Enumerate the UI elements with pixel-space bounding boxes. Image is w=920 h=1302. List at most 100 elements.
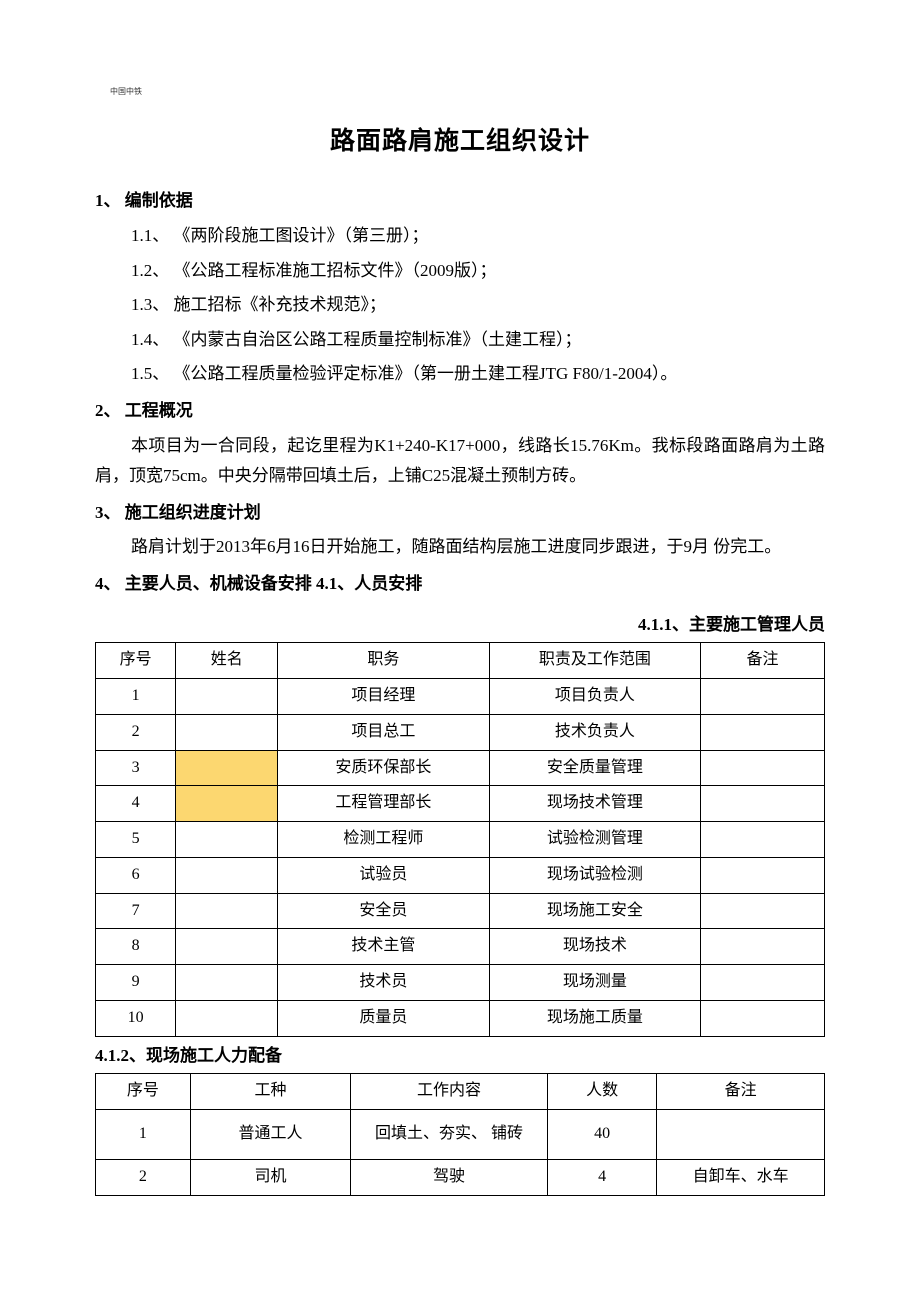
cell-type: 普通工人 xyxy=(190,1110,350,1160)
section-2-heading: 2、 工程概况 xyxy=(95,396,825,427)
cell-count: 4 xyxy=(547,1160,656,1196)
cell-no: 1 xyxy=(96,1110,191,1160)
col-type: 工种 xyxy=(190,1074,350,1110)
table-row: 4 工程管理部长现场技术管理 xyxy=(96,786,825,822)
cell-name xyxy=(176,893,278,929)
col-no: 序号 xyxy=(96,643,176,679)
col-note: 备注 xyxy=(701,643,825,679)
col-note: 备注 xyxy=(657,1074,825,1110)
cell-duty: 试验检测管理 xyxy=(489,822,700,858)
personnel-table: 序号 姓名 职务 职责及工作范围 备注 1 项目经理项目负责人 2 项目总工技术负责人… xyxy=(95,642,825,1037)
cell-note xyxy=(701,929,825,965)
table-header-row: 序号 姓名 职务 职责及工作范围 备注 xyxy=(96,643,825,679)
cell-role: 项目经理 xyxy=(278,678,489,714)
cell-duty: 安全质量管理 xyxy=(489,750,700,786)
cell-no: 6 xyxy=(96,857,176,893)
cell-note xyxy=(701,678,825,714)
page-header-tiny: 中国中铁 xyxy=(110,85,825,99)
cell-role: 工程管理部长 xyxy=(278,786,489,822)
cell-work: 驾驶 xyxy=(351,1160,548,1196)
cell-name xyxy=(176,929,278,965)
table-row: 2 项目总工技术负责人 xyxy=(96,714,825,750)
cell-role: 项目总工 xyxy=(278,714,489,750)
cell-no: 9 xyxy=(96,965,176,1001)
cell-no: 2 xyxy=(96,714,176,750)
cell-no: 1 xyxy=(96,678,176,714)
cell-no: 7 xyxy=(96,893,176,929)
cell-type: 司机 xyxy=(190,1160,350,1196)
cell-note xyxy=(701,714,825,750)
cell-role: 检测工程师 xyxy=(278,822,489,858)
cell-name xyxy=(176,1001,278,1037)
table-row: 10 质量员现场施工质量 xyxy=(96,1001,825,1037)
table-row: 8 技术主管现场技术 xyxy=(96,929,825,965)
cell-note xyxy=(701,893,825,929)
cell-role: 试验员 xyxy=(278,857,489,893)
cell-role: 技术主管 xyxy=(278,929,489,965)
cell-note xyxy=(701,857,825,893)
col-work: 工作内容 xyxy=(351,1074,548,1110)
cell-name xyxy=(176,786,278,822)
table-row: 6 试验员现场试验检测 xyxy=(96,857,825,893)
table-header-row: 序号 工种 工作内容 人数 备注 xyxy=(96,1074,825,1110)
cell-note xyxy=(701,965,825,1001)
basis-item-1: 1.1、 《两阶段施工图设计》（第三册）； xyxy=(95,221,825,252)
cell-duty: 现场施工安全 xyxy=(489,893,700,929)
cell-no: 8 xyxy=(96,929,176,965)
basis-item-5: 1.5、 《公路工程质量检验评定标准》（第一册土建工程JTG F80/1-200… xyxy=(95,359,825,390)
section-1-heading: 1、 编制依据 xyxy=(95,186,825,217)
col-role: 职务 xyxy=(278,643,489,679)
cell-duty: 现场技术管理 xyxy=(489,786,700,822)
cell-duty: 项目负责人 xyxy=(489,678,700,714)
overview-para: 本项目为一合同段，起讫里程为K1+240-K17+000，线路长15.76Km。… xyxy=(95,431,825,492)
cell-role: 安全员 xyxy=(278,893,489,929)
cell-name xyxy=(176,678,278,714)
document-title: 路面路肩施工组织设计 xyxy=(95,119,825,164)
cell-note xyxy=(701,822,825,858)
cell-note xyxy=(701,786,825,822)
cell-no: 10 xyxy=(96,1001,176,1037)
cell-work: 回填土、夯实、 铺砖 xyxy=(351,1110,548,1160)
cell-role: 技术员 xyxy=(278,965,489,1001)
col-count: 人数 xyxy=(547,1074,656,1110)
cell-role: 质量员 xyxy=(278,1001,489,1037)
cell-duty: 现场施工质量 xyxy=(489,1001,700,1037)
table-row: 7 安全员现场施工安全 xyxy=(96,893,825,929)
table-row: 3 安质环保部长安全质量管理 xyxy=(96,750,825,786)
section-4-heading: 4、 主要人员、机械设备安排 4.1、人员安排 xyxy=(95,569,825,600)
cell-role: 安质环保部长 xyxy=(278,750,489,786)
cell-name xyxy=(176,750,278,786)
table-row: 1 项目经理项目负责人 xyxy=(96,678,825,714)
cell-name xyxy=(176,822,278,858)
col-no: 序号 xyxy=(96,1074,191,1110)
cell-no: 4 xyxy=(96,786,176,822)
table-row: 9 技术员现场测量 xyxy=(96,965,825,1001)
cell-duty: 现场测量 xyxy=(489,965,700,1001)
cell-name xyxy=(176,965,278,1001)
cell-count: 40 xyxy=(547,1110,656,1160)
table-row: 5 检测工程师试验检测管理 xyxy=(96,822,825,858)
cell-duty: 现场试验检测 xyxy=(489,857,700,893)
section-3-heading: 3、 施工组织进度计划 xyxy=(95,498,825,529)
table-2-caption: 4.1.2、现场施工人力配备 xyxy=(95,1041,825,1072)
basis-item-3: 1.3、 施工招标《补充技术规范》； xyxy=(95,290,825,321)
cell-no: 5 xyxy=(96,822,176,858)
cell-note: 自卸车、水车 xyxy=(657,1160,825,1196)
basis-item-2: 1.2、 《公路工程标准施工招标文件》（2009版）； xyxy=(95,256,825,287)
table-row: 1普通工人回填土、夯实、 铺砖40 xyxy=(96,1110,825,1160)
col-name: 姓名 xyxy=(176,643,278,679)
cell-no: 2 xyxy=(96,1160,191,1196)
cell-duty: 技术负责人 xyxy=(489,714,700,750)
table-1-caption: 4.1.1、主要施工管理人员 xyxy=(95,610,825,641)
basis-item-4: 1.4、 《内蒙古自治区公路工程质量控制标准》（土建工程）； xyxy=(95,325,825,356)
table-row: 2司机驾驶4自卸车、水车 xyxy=(96,1160,825,1196)
cell-no: 3 xyxy=(96,750,176,786)
cell-note xyxy=(701,750,825,786)
cell-name xyxy=(176,857,278,893)
schedule-para: 路肩计划于2013年6月16日开始施工，随路面结构层施工进度同步跟进，于9月 份… xyxy=(95,532,825,563)
cell-note xyxy=(657,1110,825,1160)
cell-note xyxy=(701,1001,825,1037)
cell-duty: 现场技术 xyxy=(489,929,700,965)
labor-table: 序号 工种 工作内容 人数 备注 1普通工人回填土、夯实、 铺砖402司机驾驶4… xyxy=(95,1073,825,1196)
cell-name xyxy=(176,714,278,750)
